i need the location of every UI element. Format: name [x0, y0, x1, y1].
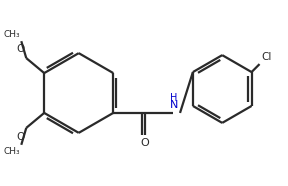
Text: CH₃: CH₃ — [4, 147, 20, 156]
Text: H: H — [170, 93, 178, 103]
Text: N: N — [170, 100, 178, 110]
Text: CH₃: CH₃ — [4, 30, 20, 39]
Text: O: O — [16, 132, 24, 142]
Text: O: O — [16, 44, 24, 54]
Text: O: O — [141, 138, 149, 148]
Text: Cl: Cl — [262, 52, 272, 62]
